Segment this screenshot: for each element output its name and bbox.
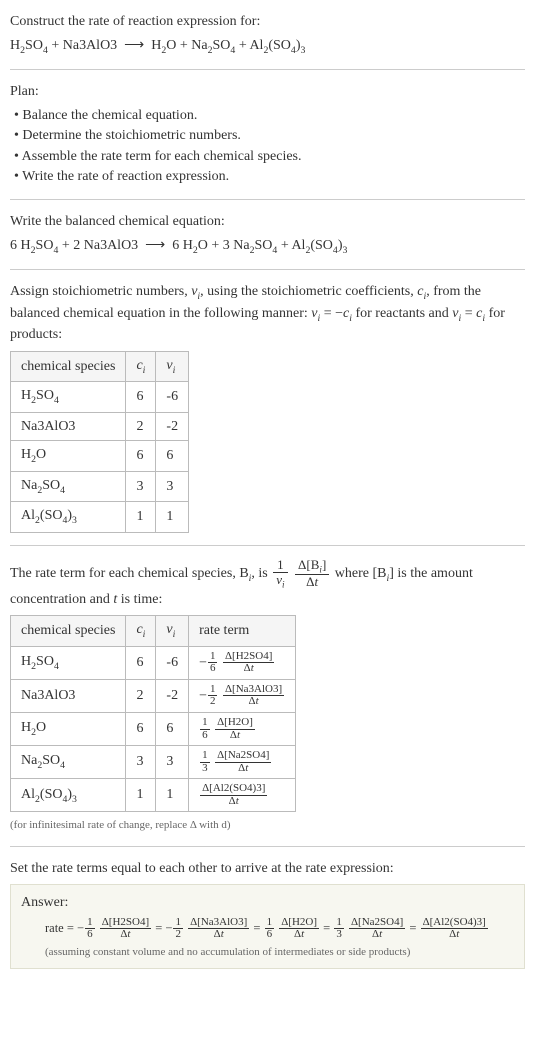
unbalanced-equation: H2SO4 + Na3AlO3 ⟶ H2O + Na2SO4 + Al2(SO4… xyxy=(10,36,525,58)
table-header: chemical species xyxy=(11,351,126,382)
stoich-intro: Assign stoichiometric numbers, νi, using… xyxy=(10,282,525,345)
table-header: νi xyxy=(156,616,189,647)
answer-box: Answer: rate = −16 Δ[H2SO4]Δt = −12 Δ[Na… xyxy=(10,884,525,969)
table-row: Na2SO433 xyxy=(11,471,189,502)
species-cell: Na3AlO3 xyxy=(11,679,126,712)
plan-item: • Balance the chemical equation. xyxy=(14,106,525,126)
ci-cell: 6 xyxy=(126,441,156,472)
plan-list: • Balance the chemical equation.• Determ… xyxy=(10,106,525,187)
table-row: Al2(SO4)311Δ[Al2(SO4)3]Δt xyxy=(11,779,296,812)
rate-term-cell: −16 Δ[H2SO4]Δt xyxy=(189,646,296,679)
ci-cell: 1 xyxy=(126,502,156,533)
divider xyxy=(10,199,525,200)
species-cell: H2O xyxy=(11,713,126,746)
ci-cell: 6 xyxy=(126,646,156,679)
nui-cell: 6 xyxy=(156,713,189,746)
prompt-text: Construct the rate of reaction expressio… xyxy=(10,12,525,32)
assumption-note: (assuming constant volume and no accumul… xyxy=(21,945,514,960)
rate-term-cell: 16 Δ[H2O]Δt xyxy=(189,713,296,746)
ci-cell: 3 xyxy=(126,746,156,779)
table-header: ci xyxy=(126,616,156,647)
species-cell: Na2SO4 xyxy=(11,471,126,502)
answer-label: Answer: xyxy=(21,893,514,913)
balanced-title: Write the balanced chemical equation: xyxy=(10,212,525,232)
rate-expression: rate = −16 Δ[H2SO4]Δt = −12 Δ[Na3AlO3]Δt… xyxy=(21,917,514,941)
table-row: Al2(SO4)311 xyxy=(11,502,189,533)
rate-term-cell: −12 Δ[Na3AlO3]Δt xyxy=(189,679,296,712)
rate-intro: The rate term for each chemical species,… xyxy=(10,558,525,609)
nui-cell: -2 xyxy=(156,412,189,441)
stoich-table: chemical speciesciνiH2SO46-6Na3AlO32-2H2… xyxy=(10,351,189,533)
ci-cell: 1 xyxy=(126,779,156,812)
table-row: Na3AlO32-2 xyxy=(11,412,189,441)
plan-title: Plan: xyxy=(10,82,525,102)
divider xyxy=(10,69,525,70)
species-cell: H2SO4 xyxy=(11,382,126,413)
table-row: H2SO46-6 xyxy=(11,382,189,413)
nui-cell: 3 xyxy=(156,746,189,779)
rate-footnote: (for infinitesimal rate of change, repla… xyxy=(10,818,525,833)
species-cell: Na2SO4 xyxy=(11,746,126,779)
divider xyxy=(10,846,525,847)
ci-cell: 6 xyxy=(126,382,156,413)
table-row: Na3AlO32-2−12 Δ[Na3AlO3]Δt xyxy=(11,679,296,712)
nui-cell: 3 xyxy=(156,471,189,502)
nui-cell: -6 xyxy=(156,382,189,413)
nui-cell: 1 xyxy=(156,502,189,533)
divider xyxy=(10,269,525,270)
balanced-equation: 6 H2SO4 + 2 Na3AlO3 ⟶ 6 H2O + 3 Na2SO4 +… xyxy=(10,236,525,258)
rate-term-cell: 13 Δ[Na2SO4]Δt xyxy=(189,746,296,779)
ci-cell: 2 xyxy=(126,679,156,712)
species-cell: H2O xyxy=(11,441,126,472)
table-header: rate term xyxy=(189,616,296,647)
nui-cell: -2 xyxy=(156,679,189,712)
table-row: H2O6616 Δ[H2O]Δt xyxy=(11,713,296,746)
ci-cell: 2 xyxy=(126,412,156,441)
species-cell: H2SO4 xyxy=(11,646,126,679)
nui-cell: -6 xyxy=(156,646,189,679)
table-header: νi xyxy=(156,351,189,382)
final-intro: Set the rate terms equal to each other t… xyxy=(10,859,525,879)
table-row: H2O66 xyxy=(11,441,189,472)
ci-cell: 3 xyxy=(126,471,156,502)
table-row: H2SO46-6−16 Δ[H2SO4]Δt xyxy=(11,646,296,679)
table-row: Na2SO43313 Δ[Na2SO4]Δt xyxy=(11,746,296,779)
ci-cell: 6 xyxy=(126,713,156,746)
plan-item: • Assemble the rate term for each chemic… xyxy=(14,147,525,167)
species-cell: Na3AlO3 xyxy=(11,412,126,441)
table-header: ci xyxy=(126,351,156,382)
nui-cell: 6 xyxy=(156,441,189,472)
plan-item: • Write the rate of reaction expression. xyxy=(14,167,525,187)
table-header: chemical species xyxy=(11,616,126,647)
species-cell: Al2(SO4)3 xyxy=(11,779,126,812)
rate-term-cell: Δ[Al2(SO4)3]Δt xyxy=(189,779,296,812)
rate-terms-table: chemical speciesciνirate termH2SO46-6−16… xyxy=(10,615,296,812)
divider xyxy=(10,545,525,546)
plan-item: • Determine the stoichiometric numbers. xyxy=(14,126,525,146)
species-cell: Al2(SO4)3 xyxy=(11,502,126,533)
nui-cell: 1 xyxy=(156,779,189,812)
